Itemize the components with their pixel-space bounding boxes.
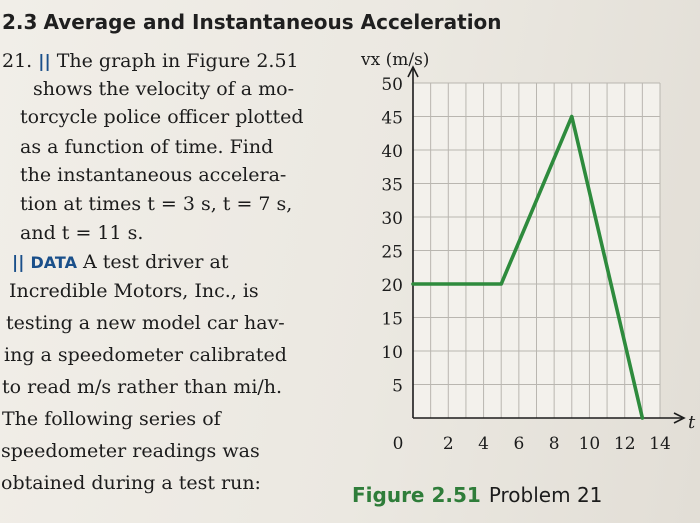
difficulty-bars: ||	[38, 52, 51, 72]
x-tick-label: 4	[478, 434, 489, 454]
y-tick-label: 20	[381, 276, 403, 296]
caption-text: Problem 21	[488, 483, 603, 507]
x-axis-arrow	[673, 412, 686, 424]
y-tick-label: 15	[381, 310, 403, 330]
problem-text-line: the instantaneous accelera-	[20, 164, 287, 186]
problem-text-line: and t = 11 s.	[20, 222, 144, 244]
data-tag: DATA	[30, 253, 77, 272]
x-tick-label: 2	[443, 434, 454, 454]
problem-text-line: A test driver at	[83, 251, 229, 273]
x-tick-label: 12	[614, 434, 636, 454]
x-tick-label: 10	[579, 434, 601, 454]
velocity-line	[411, 114, 645, 420]
y-tick-label: 45	[381, 109, 403, 129]
section-title: 2.3 Average and Instantaneous Acceleratio…	[2, 10, 502, 34]
section-heading: Average and Instantaneous Acceleration	[43, 10, 502, 34]
problem-text-line: speedometer readings was	[1, 440, 260, 462]
difficulty-bars: ||	[12, 253, 25, 273]
y-tick-label: 40	[381, 142, 403, 162]
problem-text-line: Incredible Motors, Inc., is	[9, 280, 259, 302]
problem-text-line: The following series of	[2, 408, 221, 430]
problem-text-line: torcycle police officer plotted	[20, 106, 304, 128]
y-tick-label: 10	[381, 343, 403, 363]
problem-21-line-1: 21. || The graph in Figure 2.51	[2, 52, 299, 71]
section-number: 2.3	[2, 10, 38, 34]
y-tick-label: 35	[381, 176, 403, 196]
chart-axes	[407, 65, 686, 424]
y-tick-label: 30	[381, 209, 403, 229]
problem-text-line: testing a new model car hav-	[6, 312, 285, 334]
x-tick-label: 8	[549, 434, 560, 454]
x-tick-label: 14	[649, 434, 671, 454]
problem-text-line: The graph in Figure 2.51	[56, 50, 299, 72]
x-axis-label: t	[688, 412, 696, 433]
problem-text-line: obtained during a test run:	[1, 472, 261, 494]
y-tick-label: 25	[381, 243, 403, 263]
problem-text-line: to read m/s rather than mi/h.	[2, 376, 283, 398]
figure-label: Figure 2.51	[352, 483, 481, 507]
chart-tick-labels: 5 10 15 20 25 30 35 40 45 50 0 2 4 6 8 10 12 14	[381, 75, 670, 454]
problem-22-line-1: || DATA A test driver at	[12, 253, 228, 272]
y-tick-label: 5	[392, 377, 403, 397]
y-axis-arrow	[407, 65, 419, 78]
problem-text-line: ing a speedometer calibrated	[4, 344, 287, 366]
y-axis-label: vx (m/s)	[360, 50, 429, 70]
figure-caption: Figure 2.51 Problem 21	[352, 483, 602, 507]
problem-number: 21.	[2, 50, 33, 72]
x-tick-label: 6	[513, 434, 524, 454]
y-tick-label: 50	[381, 75, 403, 95]
x-tick-label: 0	[393, 434, 404, 454]
problem-text-line: as a function of time. Find	[20, 136, 274, 158]
chart-series	[411, 114, 645, 420]
problem-text-line: shows the velocity of a mo-	[33, 78, 295, 100]
problem-text-line: tion at times t = 3 s, t = 7 s,	[20, 193, 293, 215]
chart-grid	[413, 82, 661, 418]
